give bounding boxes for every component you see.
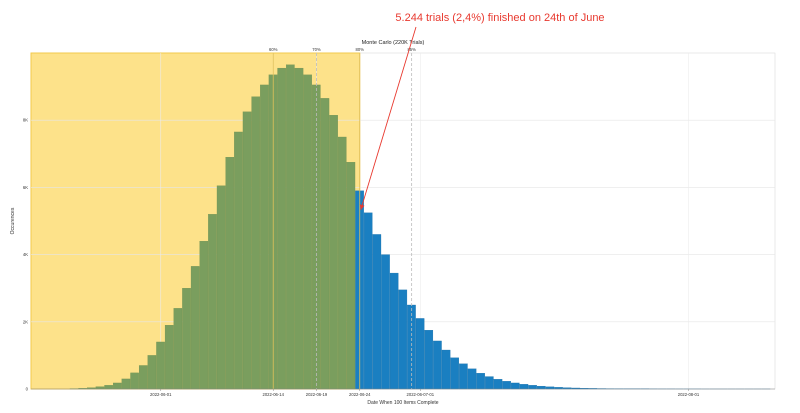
bar [173,308,183,390]
bar [156,341,165,390]
y-tick-label: 0 [26,387,29,392]
bar [329,115,338,390]
bar [433,340,442,390]
x-tick-label: 2022-08-01 [678,392,700,397]
bar [208,214,217,390]
bar [476,373,485,390]
bar [536,385,546,390]
x-tick-label: 2022-06-24 [349,392,371,397]
bar [216,185,226,390]
bar [182,288,191,390]
bar [363,212,373,390]
bar [277,67,286,390]
bar [303,74,312,390]
y-tick-label: 8K [23,118,28,123]
annotation-arrow-line [360,26,417,210]
annotation-arrowhead [359,204,365,210]
bar [260,84,269,390]
bar [528,385,537,390]
percentile-label: 70% [312,47,321,52]
bar [337,136,347,390]
y-tick-label: 2K [23,319,28,324]
annotation: 5.244 trials (2,4%) finished on 24th of … [359,12,605,210]
x-tick-label: 2022-06-19 [306,392,328,397]
y-tick-label: 4K [23,252,28,257]
bar [450,357,459,390]
bar [467,368,477,390]
percentile-label: 60% [269,47,278,52]
bar [485,376,494,390]
bar [113,382,122,390]
bar [493,379,503,390]
bar [320,98,330,390]
y-axis-label: Occurences [10,207,16,234]
bar [502,381,511,390]
x-tick-label: 2022-06-01 [150,392,172,397]
bar [441,349,451,390]
bar [104,385,113,390]
x-tick-label: 2022-06-14 [263,392,285,397]
bars [69,64,771,390]
axes: 0 2K 4K 6K 8K 2022-06-01 2022-06-14 2022-06-19 2… [23,118,775,397]
bar [346,162,356,390]
bar [294,67,304,390]
bar [510,382,520,390]
percentile-label: 85% [407,47,416,52]
percentile-label: 80% [356,47,365,52]
bar [415,318,425,390]
bar [138,365,148,390]
bar [286,64,295,390]
bar [190,266,200,390]
bar [372,234,382,390]
percentile-lines: 60% 70% 80% 85% [269,47,416,389]
bar [225,157,235,390]
bar [398,289,408,390]
bar [424,330,434,390]
bar [164,325,174,390]
bar [199,241,209,390]
y-tick-label: 6K [23,185,28,190]
bar [251,96,261,390]
annotation-text: 5.244 trials (2,4%) finished on 24th of … [395,12,604,24]
bar [95,386,105,390]
bar [242,111,252,390]
bar [519,384,529,390]
x-tick-label: 2022-06-07-01 [407,392,435,397]
bar [389,272,399,390]
bar [147,355,157,390]
bar [130,372,139,390]
bar [459,363,468,390]
bar [381,254,390,390]
bar [407,304,416,390]
x-axis-label: Date When 100 Items Complete [367,400,438,406]
bar [234,131,243,390]
chart-title: Monte Carlo (220K Trials) [362,40,425,46]
bar [545,386,555,390]
bar [121,378,131,390]
